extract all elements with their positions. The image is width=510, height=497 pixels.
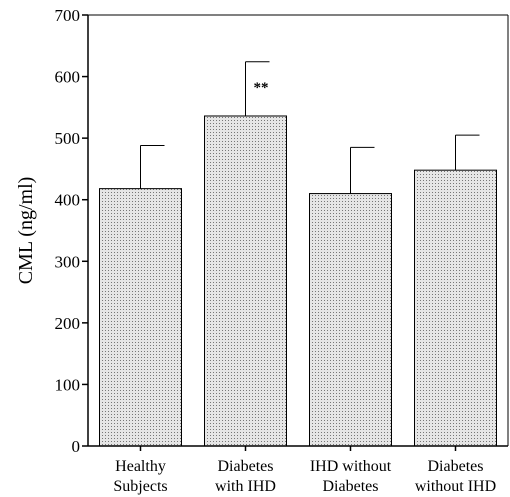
x-tick-label-1-0: Diabetes (218, 458, 274, 475)
plot-frame (88, 14, 509, 446)
x-tick-label-2-0: IHD without (310, 458, 392, 475)
x-tick-label-3-1: without IHD (415, 478, 496, 495)
y-tick-label-0: 0 (72, 437, 81, 456)
x-tick-label-2-1: Diabetes (323, 478, 379, 495)
y-tick-label-700: 700 (55, 6, 81, 25)
bar-0 (99, 188, 182, 447)
x-tick-label-0-1: Subjects (113, 478, 167, 495)
significance-annotation-0: ** (254, 80, 269, 96)
bar-1 (204, 115, 287, 447)
y-tick-label-600: 600 (55, 68, 81, 87)
bar-3 (414, 169, 497, 447)
y-axis-title: CML (ng/ml) (15, 177, 37, 285)
y-tick-label-400: 400 (55, 191, 81, 210)
x-tick-label-1-1: with IHD (215, 478, 276, 495)
y-tick-label-500: 500 (55, 129, 81, 148)
error-bars (140, 61, 480, 194)
x-tick-label-0-0: Healthy (115, 458, 166, 475)
bars: ** (99, 80, 497, 447)
x-tick-label-3-0: Diabetes (428, 458, 484, 475)
x-axis: Healthy Subjects Diabetes with IHD IHD witho… (88, 445, 508, 495)
y-tick-label-200: 200 (55, 314, 81, 333)
bar-2 (309, 193, 392, 447)
y-axis: 0 100 200 300 400 500 600 700 (55, 6, 89, 456)
y-tick-label-100: 100 (55, 375, 81, 394)
y-tick-label-300: 300 (55, 252, 81, 271)
